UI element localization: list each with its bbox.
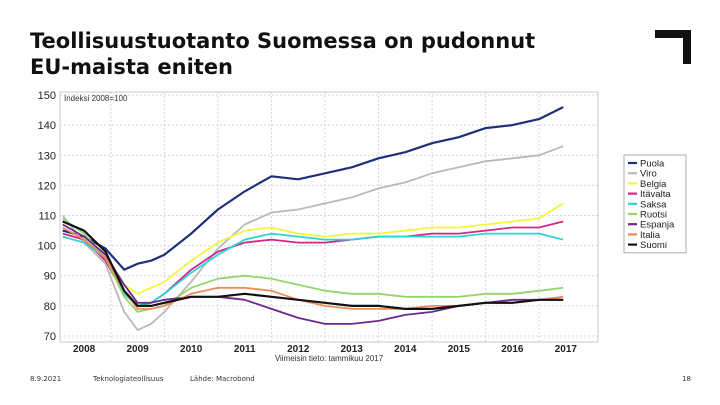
legend-label: Saksa xyxy=(640,199,667,210)
corner-bracket-logo-icon xyxy=(655,30,691,66)
x-tick-label: 2009 xyxy=(126,344,149,355)
legend-label: Viro xyxy=(640,169,657,180)
x-tick-label: 2015 xyxy=(448,344,471,355)
y-tick-label: 100 xyxy=(38,241,56,253)
series-line-viro xyxy=(61,145,564,331)
legend-label: Itävalta xyxy=(640,189,671,200)
footer-source: Lähde: Macrobond xyxy=(190,375,255,383)
legend-label: Italia xyxy=(640,230,661,241)
y-tick-label: 130 xyxy=(38,150,56,162)
y-tick-label: 80 xyxy=(44,301,56,313)
y-tick-label: 70 xyxy=(44,331,56,343)
x-tick-label: 2012 xyxy=(287,344,310,355)
y-tick-label: 90 xyxy=(44,271,56,283)
slide-title-line-2: EU-maista eniten xyxy=(30,55,234,79)
series-line-suomi xyxy=(62,220,564,310)
chart-subtitle: Indeksi 2008=100 xyxy=(64,94,128,103)
x-tick-label: 2017 xyxy=(555,344,578,355)
footer-organization: Teknologiateollisuus xyxy=(93,375,164,383)
legend-label: Suomi xyxy=(640,240,667,251)
footer-date: 8.9.2021 xyxy=(30,375,62,383)
legend-label: Espanja xyxy=(640,220,675,231)
x-tick-label: 2010 xyxy=(180,344,203,355)
x-tick-label: 2013 xyxy=(341,344,364,355)
x-tick-label: 2011 xyxy=(234,344,256,355)
x-tick-label: 2016 xyxy=(501,344,524,355)
y-tick-label: 120 xyxy=(38,180,56,192)
y-tick-label: 110 xyxy=(38,210,56,222)
slide-title: Teollisuustuotanto Suomessa on pudonnut … xyxy=(30,28,590,80)
y-tick-label: 150 xyxy=(38,90,56,102)
footer-page-number: 18 xyxy=(682,375,691,383)
legend-label: Belgia xyxy=(640,179,667,190)
x-tick-label: 2014 xyxy=(394,344,417,355)
legend-label: Ruotsi xyxy=(640,210,667,221)
chart-annotation: Viimeisin tieto: tammikuu 2017 xyxy=(275,354,384,363)
series-line-puola xyxy=(62,106,564,271)
x-tick-label: 2008 xyxy=(73,344,96,355)
slide-title-line-1: Teollisuustuotanto Suomessa on pudonnut xyxy=(30,29,536,53)
series-line-belgia xyxy=(62,202,564,295)
legend-label: Puola xyxy=(640,159,665,170)
series-line-ruotsi xyxy=(62,217,564,313)
y-tick-label: 140 xyxy=(38,120,56,132)
